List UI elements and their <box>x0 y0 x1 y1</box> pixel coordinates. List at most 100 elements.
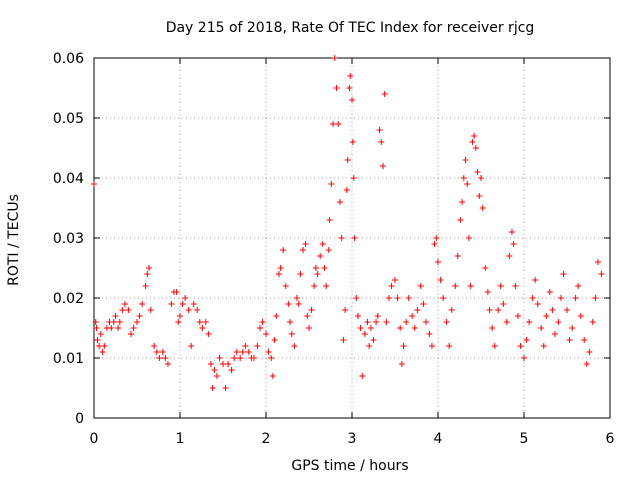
data-point <box>583 361 590 367</box>
x-tick-label: 2 <box>262 431 271 447</box>
data-point <box>115 325 122 331</box>
data-point <box>346 85 353 91</box>
data-point <box>91 181 97 187</box>
data-point <box>512 283 519 289</box>
data-point <box>546 289 553 295</box>
x-tick-label: 5 <box>520 431 529 447</box>
data-point <box>510 241 517 247</box>
data-point <box>500 301 507 307</box>
data-point <box>277 265 284 271</box>
data-point <box>237 355 244 361</box>
x-tick-label: 0 <box>90 431 99 447</box>
data-point <box>349 139 356 145</box>
data-point <box>205 331 212 337</box>
data-point <box>385 295 392 301</box>
data-point <box>462 157 469 163</box>
data-point <box>330 121 337 127</box>
data-point <box>497 283 504 289</box>
data-point <box>271 337 278 343</box>
data-point <box>202 319 209 325</box>
data-point <box>538 325 545 331</box>
data-point <box>577 313 584 319</box>
data-point <box>209 385 216 391</box>
data-point <box>564 307 570 313</box>
data-point <box>146 265 153 271</box>
data-point <box>459 199 466 205</box>
data-point <box>448 307 455 313</box>
data-point <box>99 349 106 355</box>
data-point <box>398 361 405 367</box>
data-point <box>589 319 596 325</box>
data-point <box>325 247 332 253</box>
data-point <box>581 337 588 343</box>
data-point <box>560 271 567 277</box>
x-axis-label: GPS time / hours <box>291 458 408 474</box>
y-tick-label: 0.06 <box>53 51 84 67</box>
data-point <box>207 361 214 367</box>
data-point <box>317 253 324 259</box>
data-point <box>557 295 564 301</box>
data-point <box>162 355 169 361</box>
data-point <box>414 307 421 313</box>
data-point <box>340 337 347 343</box>
data-point <box>273 313 280 319</box>
data-point <box>293 295 300 301</box>
data-point <box>376 127 383 133</box>
data-point <box>268 355 275 361</box>
data-point <box>112 313 119 319</box>
data-point <box>508 229 515 235</box>
data-point <box>349 97 355 103</box>
data-point <box>304 313 311 319</box>
data-point <box>517 343 524 349</box>
data-point <box>506 253 513 259</box>
data-point <box>343 187 350 193</box>
data-point <box>136 313 143 319</box>
data-point <box>403 319 410 325</box>
data-point <box>144 271 151 277</box>
data-point <box>350 175 357 181</box>
data-point <box>378 139 385 145</box>
data-point <box>291 343 298 349</box>
data-point <box>367 325 374 331</box>
data-point <box>476 193 483 199</box>
data-point <box>173 289 180 295</box>
data-point <box>478 175 484 181</box>
data-point <box>96 343 103 349</box>
data-point <box>328 181 335 187</box>
data-points <box>91 55 605 391</box>
data-point <box>242 343 249 349</box>
data-point <box>314 271 321 277</box>
data-point <box>311 283 318 289</box>
data-point <box>97 331 104 337</box>
data-point <box>355 313 362 319</box>
data-point <box>331 55 338 61</box>
data-point <box>551 331 558 337</box>
data-point <box>216 355 223 361</box>
data-point <box>353 295 360 301</box>
data-point <box>467 283 474 289</box>
data-point <box>194 307 201 313</box>
data-point <box>465 235 472 241</box>
data-point <box>426 331 433 337</box>
data-point <box>231 355 238 361</box>
data-point <box>555 319 562 325</box>
data-point <box>532 277 539 283</box>
data-point <box>190 301 197 307</box>
data-point <box>446 343 453 349</box>
data-point <box>308 307 315 313</box>
data-point <box>302 241 309 247</box>
data-point <box>151 343 158 349</box>
data-point <box>168 301 175 307</box>
data-point <box>282 283 289 289</box>
data-point <box>153 349 160 355</box>
data-point <box>250 355 257 361</box>
data-point <box>472 145 479 151</box>
data-point <box>245 349 252 355</box>
data-point <box>297 271 304 277</box>
data-point <box>454 253 461 259</box>
data-point <box>435 259 441 265</box>
data-point <box>127 331 134 337</box>
data-point <box>116 319 123 325</box>
axis-ticks: 0 1 2 3 4 5 6 0 0.01 0.02 0.03 0.04 0.05 0.06 <box>53 51 615 447</box>
data-point <box>484 289 491 295</box>
